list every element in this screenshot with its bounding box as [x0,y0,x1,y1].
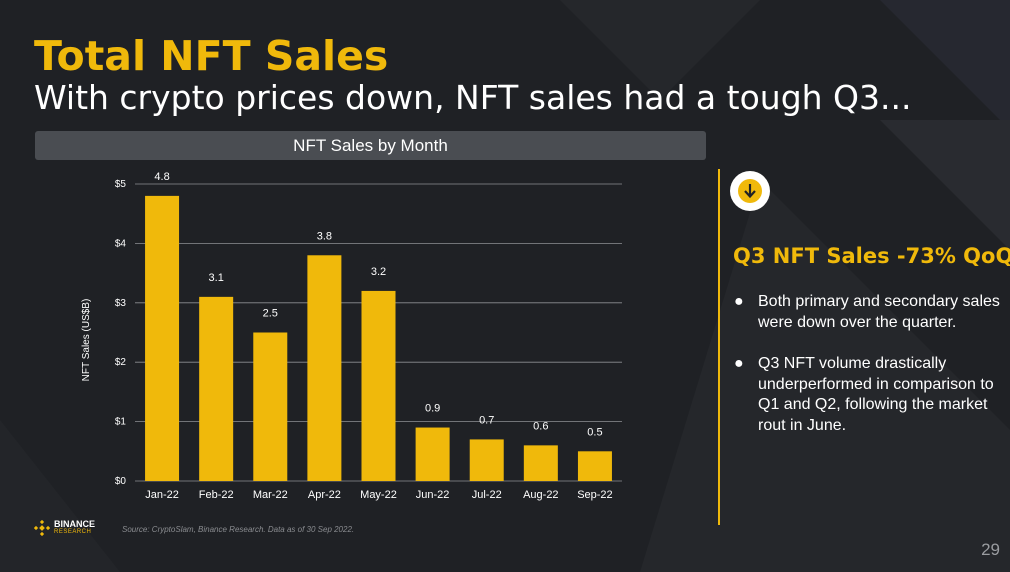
x-tick-label: Jan-22 [145,489,179,501]
bullet-text: Both primary and secondary sales were do… [758,293,1000,331]
callout-bullets: ● Both primary and secondary sales were … [734,292,1004,457]
logo-line2: RESEARCH [54,529,92,535]
data-label: 4.8 [154,171,169,183]
bullet-dot: ● [734,293,744,310]
page-title: Total NFT Sales [34,32,389,80]
x-tick-label: May-22 [360,489,397,501]
x-tick-label: Sep-22 [577,489,612,501]
chart-title: NFT Sales by Month [35,131,706,160]
y-tick-label: $4 [115,238,127,249]
nft-sales-bar-chart: $0 $1 $2 $3 $4 $5 4.8 Jan-22 3.1 Feb-22 2.5 Mar-22 3… [81,171,622,501]
bullet-dot: ● [734,355,744,372]
bullet-item: ● Both primary and secondary sales were … [734,292,1004,333]
callout-title: Q3 NFT Sales -73% QoQ [733,244,1010,268]
binance-research-logo: BINANCE RESEARCH [34,520,95,536]
bar-aug-22 [523,445,558,481]
x-tick-label: Jul-22 [472,489,502,501]
down-arrow-badge [730,171,770,211]
divider-line [718,169,720,525]
x-tick-label: Jun-22 [416,489,450,501]
bar-mar-22 [253,332,288,481]
data-label: 3.1 [209,272,224,284]
source-note: Source: CryptoSlam, Binance Research. Da… [122,525,355,534]
bullet-item: ● Q3 NFT volume drastically underperform… [734,354,1004,436]
y-tick-label: $2 [115,357,127,368]
binance-logo-icon [34,520,50,536]
bar-may-22 [361,290,396,481]
y-tick-label: $1 [115,417,127,428]
x-tick-label: Apr-22 [308,489,341,501]
data-label: 3.8 [317,230,332,242]
bar-jan-22 [145,195,180,481]
bar-feb-22 [199,296,234,481]
data-label: 0.5 [587,426,602,438]
down-arrow-icon [744,184,756,199]
y-tick-label: $3 [115,298,127,309]
x-tick-label: Feb-22 [199,489,234,501]
bar-jul-22 [469,439,504,481]
bar-jun-22 [415,427,450,481]
x-tick-label: Mar-22 [253,489,288,501]
data-label: 0.9 [425,403,440,415]
data-label: 0.7 [479,414,494,426]
bullet-text: Q3 NFT volume drastically underperformed… [758,355,994,434]
bar-apr-22 [307,255,342,481]
y-axis-label: NFT Sales (US$B) [81,299,92,382]
data-label: 0.6 [533,420,548,432]
bar-sep-22 [577,451,612,481]
y-tick-label: $5 [115,179,127,190]
data-label: 3.2 [371,266,386,278]
x-tick-label: Aug-22 [523,489,558,501]
y-tick-label: $0 [115,476,127,487]
page-number: 29 [981,540,1000,559]
logo-line1: BINANCE [54,519,96,529]
data-label: 2.5 [263,308,278,320]
page-subtitle: With crypto prices down, NFT sales had a… [34,78,912,117]
